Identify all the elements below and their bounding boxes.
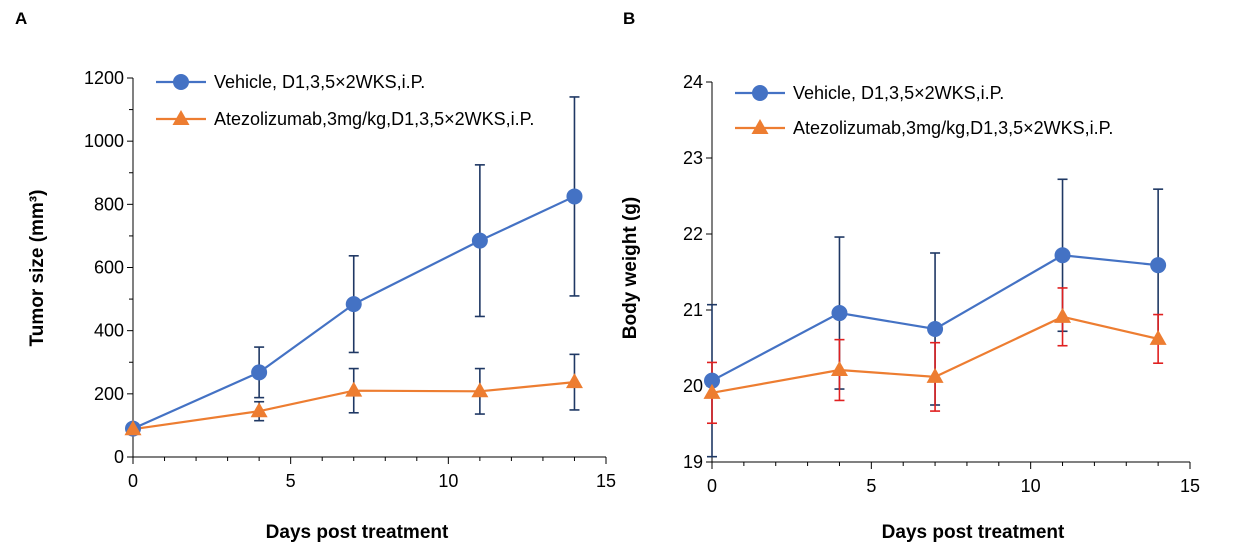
panel-b-letter: B — [623, 9, 635, 28]
panel-a-legend-vehicle-swatch-marker — [173, 74, 189, 90]
panel-a-letter: A — [15, 9, 27, 28]
panel-b-legend-vehicle-swatch-marker — [752, 85, 768, 101]
panel-b-series-atezolizumab-point — [703, 383, 721, 399]
panel-b-series-vehicle-point — [831, 305, 848, 322]
panel-a-series-vehicle-point — [345, 296, 362, 313]
panel-b-series-vehicle-point — [704, 372, 720, 389]
panel-b-y-tick-label: 23 — [683, 148, 703, 168]
panel-b-y-tick-label: 19 — [683, 452, 703, 472]
panel-b-x-axis-title: Days post treatment — [882, 522, 1065, 543]
panel-b-y-tick-label: 21 — [683, 300, 703, 320]
panel-b-y-tick-label: 24 — [683, 72, 703, 92]
panel-b-legend-atezolizumab-label: Atezolizumab,3mg/kg,D1,3,5×2WKS,i.P. — [793, 118, 1113, 138]
panel-a-legend-atezolizumab-swatch-marker — [172, 110, 190, 125]
panel-b-y-axis-title: Body weight (g) — [620, 197, 641, 339]
panel-b-y-tick-label: 22 — [683, 224, 703, 244]
panel-b-series-atezolizumab-point — [926, 367, 944, 383]
panel-a-series-vehicle-point — [251, 364, 268, 381]
panel-a-series-vehicle-point — [471, 232, 488, 249]
panel-b-legend-vehicle-label: Vehicle, D1,3,5×2WKS,i.P. — [793, 83, 1004, 103]
panel-a-y-tick-label: 1200 — [84, 68, 124, 88]
panel-a-x-tick-label: 0 — [128, 471, 138, 491]
panel-b-series-atezolizumab-point — [1149, 329, 1167, 345]
panel-b-x-tick-label: 10 — [1021, 476, 1041, 496]
panel-a-legend-atezolizumab-label: Atezolizumab,3mg/kg,D1,3,5×2WKS,i.P. — [214, 109, 534, 129]
panel-b: B Days post treatment Body weight (g) 19… — [620, 9, 1200, 543]
panel-a-y-tick-label: 600 — [94, 258, 124, 278]
panel-a-x-tick-label: 10 — [438, 471, 458, 491]
panel-a-y-tick-label: 200 — [94, 384, 124, 404]
panel-b-y-tick-label: 20 — [683, 376, 703, 396]
panel-a-legend-vehicle-label: Vehicle, D1,3,5×2WKS,i.P. — [214, 72, 425, 92]
panel-b-series-atezolizumab-point — [1054, 307, 1072, 323]
panel-b-series-vehicle-point — [927, 321, 944, 337]
panel-a-series-atezolizumab-point — [345, 381, 363, 397]
panel-a-y-tick-label: 0 — [114, 447, 124, 467]
panel-a-y-tick-label: 1000 — [84, 131, 124, 151]
panel-a-x-tick-label: 15 — [596, 471, 616, 491]
panel-b-series-atezolizumab-point — [830, 361, 848, 377]
panel-b-series-vehicle-point — [1150, 257, 1167, 274]
panel-a-y-axis-title: Tumor size (mm³) — [27, 190, 48, 347]
panel-b-x-tick-label: 5 — [866, 476, 876, 496]
panel-b-x-tick-label: 0 — [707, 476, 717, 496]
panel-b-x-tick-label: 15 — [1180, 476, 1200, 496]
panel-a-y-tick-label: 800 — [94, 194, 124, 214]
panel-b-legend-atezolizumab-swatch-marker — [751, 119, 769, 134]
panel-a-x-tick-label: 5 — [286, 471, 296, 491]
panel-a-series-atezolizumab-point — [471, 382, 489, 398]
panel-a-series-atezolizumab-point — [250, 402, 268, 418]
panel-a-series-atezolizumab-point — [124, 420, 142, 436]
panel-a-series-atezolizumab-point — [565, 373, 583, 389]
panel-a: A Days post treatment Tumor size (mm³) 0… — [15, 9, 616, 543]
panel-a-series-vehicle-point — [566, 188, 583, 205]
panel-a-y-tick-label: 400 — [94, 321, 124, 341]
panel-b-series-vehicle-point — [1054, 247, 1071, 264]
panel-a-x-axis-title: Days post treatment — [266, 522, 449, 543]
